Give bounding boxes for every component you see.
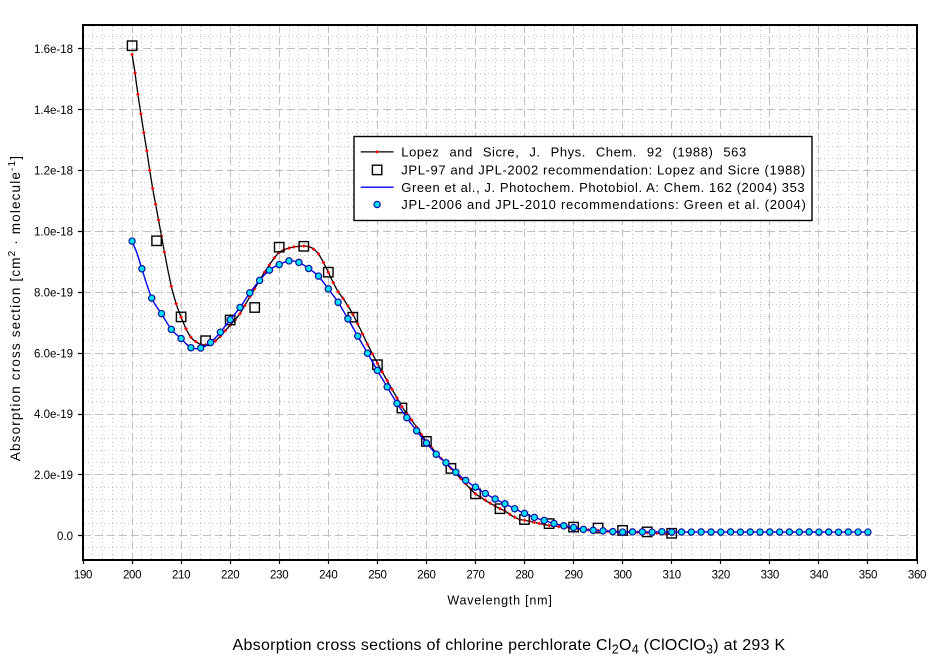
svg-text:1.4e-18: 1.4e-18: [34, 105, 73, 117]
svg-text:8.0e-19: 8.0e-19: [34, 288, 73, 300]
svg-text:JPL-2006 and JPL-2010 recommen: JPL-2006 and JPL-2010 recommendations: G…: [401, 197, 806, 212]
svg-text:350: 350: [859, 570, 877, 582]
svg-text:310: 310: [663, 570, 681, 582]
svg-text:1.6e-18: 1.6e-18: [34, 44, 73, 56]
svg-text:230: 230: [270, 570, 288, 582]
svg-text:220: 220: [221, 570, 239, 582]
svg-text:360: 360: [908, 570, 926, 582]
svg-text:4.0e-19: 4.0e-19: [34, 409, 73, 421]
svg-text:300: 300: [613, 570, 631, 582]
svg-text:200: 200: [123, 570, 141, 582]
svg-text:Absorption cross sections of c: Absorption cross sections of chlorine pe…: [233, 637, 786, 657]
svg-text:190: 190: [74, 570, 92, 582]
svg-text:0.0: 0.0: [57, 531, 73, 543]
svg-text:2.0e-19: 2.0e-19: [34, 470, 73, 482]
svg-text:Absorption cross section [cm2: Absorption cross section [cm2 · molecule…: [7, 155, 23, 461]
svg-text:Lopez and Sicre, J. Phys. Chem: Lopez and Sicre, J. Phys. Chem. 92 (1988…: [401, 145, 746, 160]
svg-text:270: 270: [466, 570, 484, 582]
svg-text:340: 340: [810, 570, 828, 582]
svg-text:250: 250: [368, 570, 386, 582]
svg-text:280: 280: [515, 570, 533, 582]
svg-text:240: 240: [319, 570, 337, 582]
svg-text:320: 320: [712, 570, 730, 582]
svg-text:210: 210: [172, 570, 190, 582]
svg-text:Green et al., J. Photochem. Ph: Green et al., J. Photochem. Photobiol. A…: [401, 180, 805, 195]
svg-text:Wavelength [nm]: Wavelength [nm]: [447, 594, 552, 608]
svg-text:260: 260: [417, 570, 435, 582]
svg-text:1.0e-18: 1.0e-18: [34, 227, 73, 239]
svg-text:290: 290: [564, 570, 582, 582]
svg-text:330: 330: [761, 570, 779, 582]
svg-text:1.2e-18: 1.2e-18: [34, 166, 73, 178]
svg-text:6.0e-19: 6.0e-19: [34, 348, 73, 360]
svg-text:JPL-97 and JPL-2002 recommenda: JPL-97 and JPL-2002 recommendation: Lope…: [401, 163, 806, 178]
